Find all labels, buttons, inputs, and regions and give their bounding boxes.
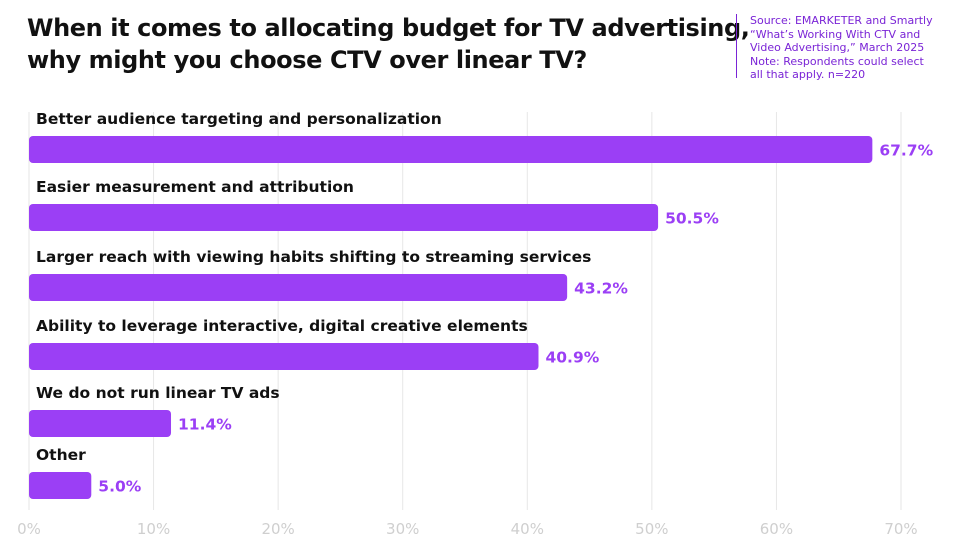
category-label: Easier measurement and attribution <box>36 178 354 196</box>
x-tick-label: 70% <box>884 520 917 538</box>
chart-title-line-2: why might you choose CTV over linear TV? <box>27 46 587 74</box>
x-tick-label: 0% <box>17 520 41 538</box>
x-tick-label: 10% <box>137 520 170 538</box>
value-label: 11.4% <box>178 416 232 434</box>
x-tick-label: 20% <box>261 520 294 538</box>
category-label: Ability to leverage interactive, digital… <box>36 317 528 335</box>
category-label: We do not run linear TV ads <box>36 384 280 402</box>
value-label: 5.0% <box>98 478 141 496</box>
x-tick-label: 60% <box>760 520 793 538</box>
bar <box>29 204 659 231</box>
source-line-3: Video Advertising,” March 2025 <box>750 41 925 54</box>
chart-title-line-1: When it comes to allocating budget for T… <box>27 14 750 42</box>
value-label: 50.5% <box>665 210 719 228</box>
category-label: Better audience targeting and personaliz… <box>36 110 442 128</box>
source-divider <box>736 14 737 78</box>
chart-title: When it comes to allocating budget for T… <box>27 12 750 76</box>
value-label: 40.9% <box>545 349 599 367</box>
x-tick-label: 30% <box>386 520 419 538</box>
value-label: 67.7% <box>879 142 933 160</box>
source-note: Source: EMARKETER and Smartly “What’s Wo… <box>750 14 955 82</box>
bar <box>29 410 172 437</box>
bar <box>29 472 92 499</box>
bar <box>29 343 539 370</box>
source-line-1: Source: EMARKETER and Smartly <box>750 14 933 27</box>
x-tick-label: 40% <box>511 520 544 538</box>
category-label: Other <box>36 446 86 464</box>
bar <box>29 274 568 301</box>
category-label: Larger reach with viewing habits shiftin… <box>36 248 591 266</box>
source-line-4: Note: Respondents could select <box>750 54 924 68</box>
x-tick-label: 50% <box>635 520 668 538</box>
bar <box>29 136 873 163</box>
source-line-2: “What’s Working With CTV and <box>750 27 921 41</box>
source-line-5: all that apply. n=220 <box>750 68 866 81</box>
value-label: 43.2% <box>574 280 628 298</box>
